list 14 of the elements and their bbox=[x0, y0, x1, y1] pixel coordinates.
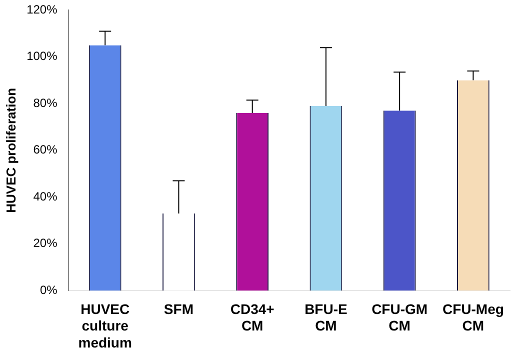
y-tick-label: 100% bbox=[26, 49, 58, 64]
x-tick-label: HUVEC culture medium bbox=[78, 300, 132, 350]
y-tick-label: 40% bbox=[33, 189, 58, 204]
x-tick-label: BFU-E CM bbox=[304, 300, 348, 334]
x-tick-label: CFU-Meg CM bbox=[442, 300, 504, 334]
y-tick-label: 120% bbox=[26, 2, 58, 17]
x-tick-label: CFU-GM CM bbox=[372, 300, 428, 334]
y-tick-label: 20% bbox=[33, 236, 58, 250]
y-tick-label: 80% bbox=[33, 96, 58, 110]
x-tick-label: SFM bbox=[164, 300, 194, 317]
y-axis-title: HUVEC proliferation bbox=[3, 88, 18, 213]
x-tick-label: CD34+ CM bbox=[230, 300, 274, 334]
y-tick-label: 0% bbox=[40, 282, 58, 297]
y-tick-label: 60% bbox=[33, 142, 58, 157]
